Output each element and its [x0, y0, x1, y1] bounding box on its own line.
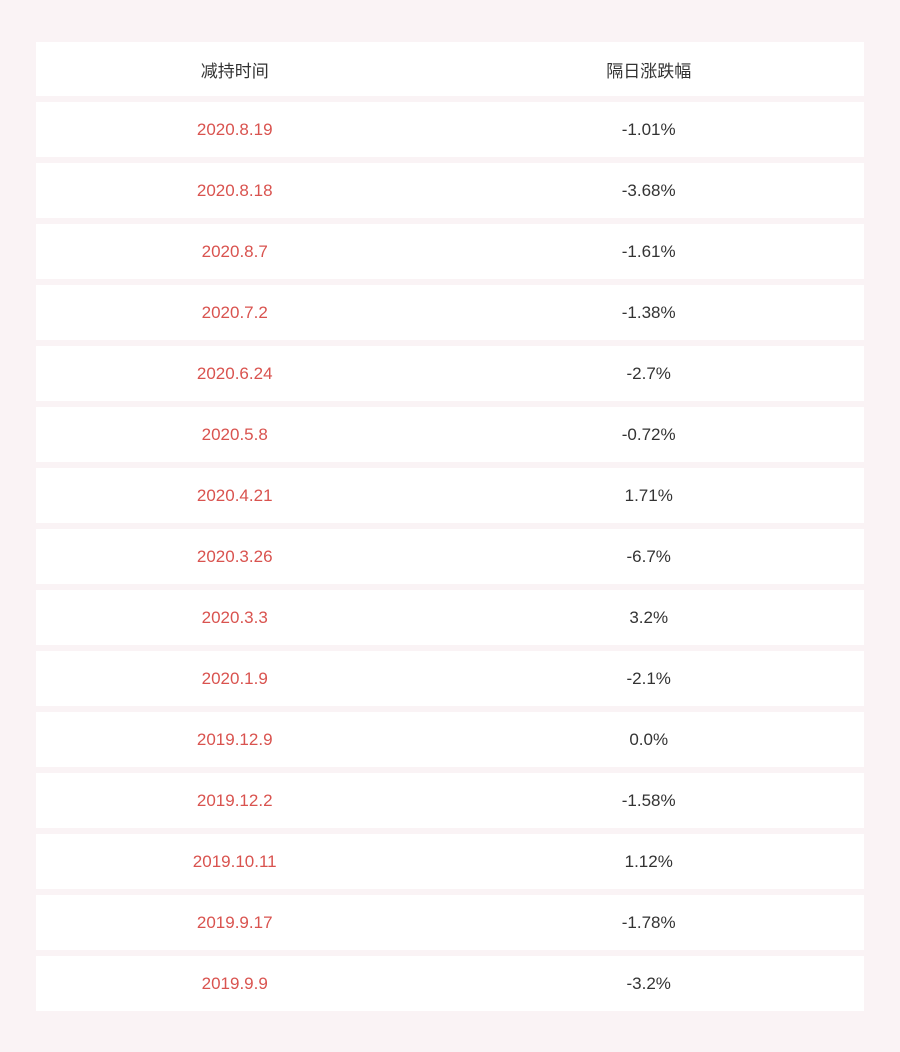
date-cell: 2020.5.8 — [36, 425, 433, 445]
change-cell: -3.68% — [433, 181, 864, 201]
change-cell: -0.72% — [433, 425, 864, 445]
date-cell: 2020.6.24 — [36, 364, 433, 384]
change-cell: 3.2% — [433, 608, 864, 628]
table-row: 2019.12.2 -1.58% — [36, 773, 864, 828]
header-change: 隔日涨跌幅 — [433, 57, 864, 82]
date-cell: 2019.9.17 — [36, 913, 433, 933]
change-cell: 1.12% — [433, 852, 864, 872]
date-cell: 2019.10.11 — [36, 852, 433, 872]
table-row: 2020.1.9 -2.1% — [36, 651, 864, 706]
table-row: 2020.7.2 -1.38% — [36, 285, 864, 340]
table-row: 2019.9.17 -1.78% — [36, 895, 864, 950]
date-cell: 2019.12.9 — [36, 730, 433, 750]
table-row: 2020.6.24 -2.7% — [36, 346, 864, 401]
date-cell: 2019.12.2 — [36, 791, 433, 811]
date-cell: 2020.3.3 — [36, 608, 433, 628]
change-cell: 1.71% — [433, 486, 864, 506]
change-cell: -1.61% — [433, 242, 864, 262]
table-row: 2020.8.19 -1.01% — [36, 102, 864, 157]
table-row: 2019.12.9 0.0% — [36, 712, 864, 767]
date-cell: 2020.8.7 — [36, 242, 433, 262]
change-cell: 0.0% — [433, 730, 864, 750]
change-cell: -1.58% — [433, 791, 864, 811]
change-cell: -2.1% — [433, 669, 864, 689]
table-row: 2019.9.9 -3.2% — [36, 956, 864, 1011]
data-table: 减持时间 隔日涨跌幅 2020.8.19 -1.01% 2020.8.18 -3… — [36, 42, 864, 1011]
date-cell: 2020.8.19 — [36, 120, 433, 140]
table-row: 2020.5.8 -0.72% — [36, 407, 864, 462]
date-cell: 2020.7.2 — [36, 303, 433, 323]
change-cell: -1.01% — [433, 120, 864, 140]
header-date: 减持时间 — [36, 57, 433, 82]
table-header-row: 减持时间 隔日涨跌幅 — [36, 42, 864, 96]
table-row: 2020.8.18 -3.68% — [36, 163, 864, 218]
change-cell: -6.7% — [433, 547, 864, 567]
table-row: 2019.10.11 1.12% — [36, 834, 864, 889]
date-cell: 2020.8.18 — [36, 181, 433, 201]
date-cell: 2020.3.26 — [36, 547, 433, 567]
change-cell: -2.7% — [433, 364, 864, 384]
date-cell: 2020.4.21 — [36, 486, 433, 506]
date-cell: 2019.9.9 — [36, 974, 433, 994]
change-cell: -1.78% — [433, 913, 864, 933]
table-row: 2020.4.21 1.71% — [36, 468, 864, 523]
change-cell: -1.38% — [433, 303, 864, 323]
date-cell: 2020.1.9 — [36, 669, 433, 689]
table-row: 2020.3.3 3.2% — [36, 590, 864, 645]
table-row: 2020.3.26 -6.7% — [36, 529, 864, 584]
change-cell: -3.2% — [433, 974, 864, 994]
table-row: 2020.8.7 -1.61% — [36, 224, 864, 279]
